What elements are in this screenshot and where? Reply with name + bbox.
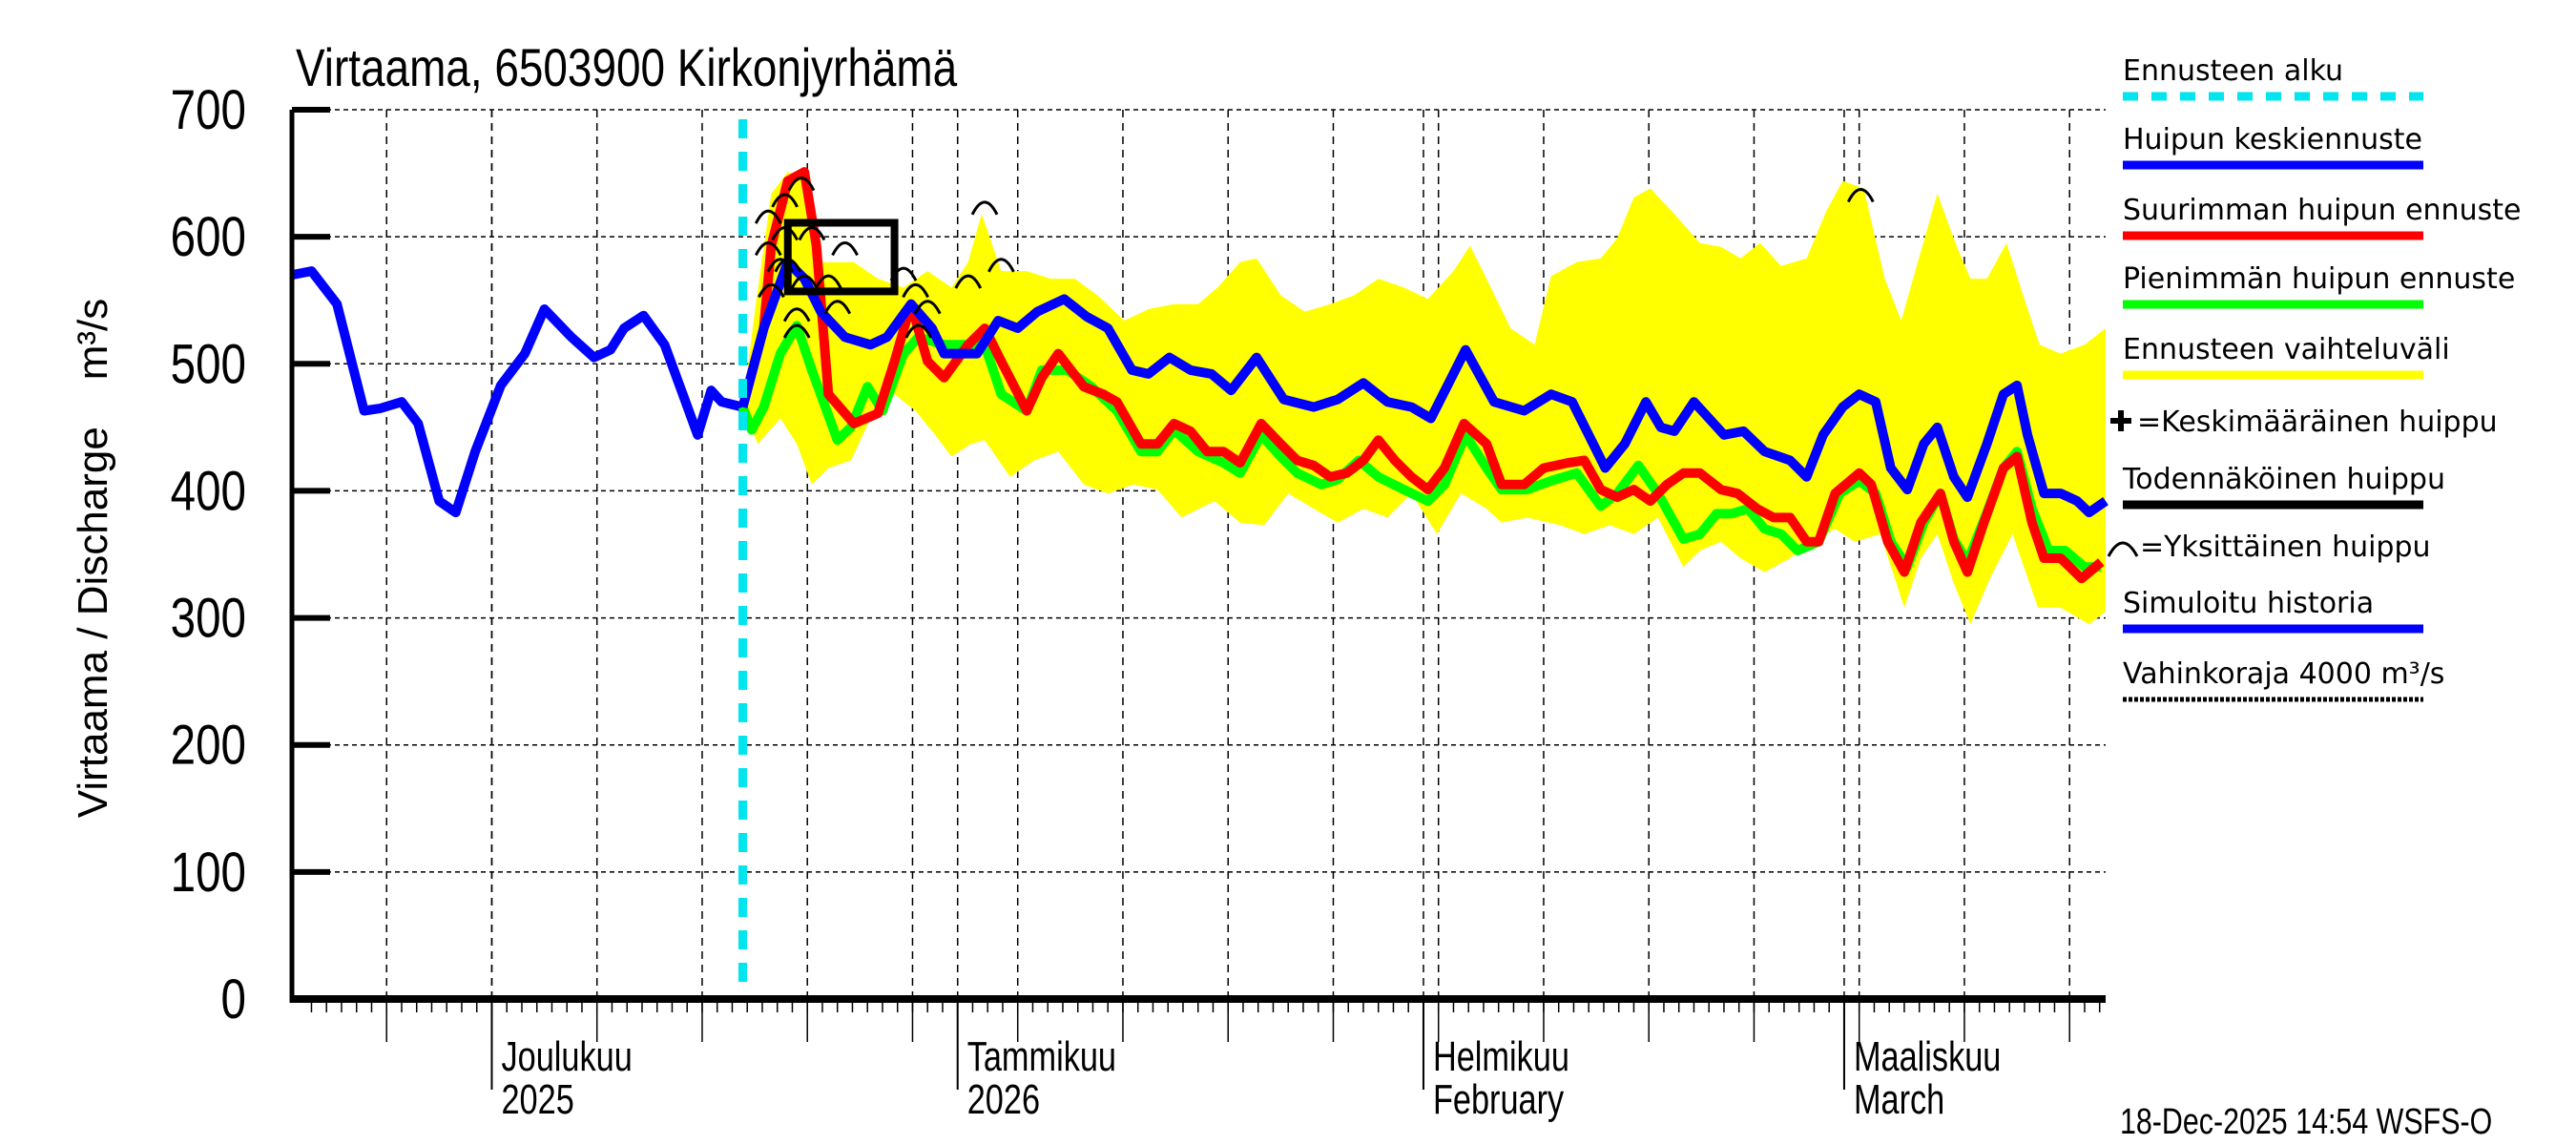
individual-peak-marker	[913, 300, 942, 315]
month-label-secondary: February	[1433, 1076, 1565, 1123]
individual-peak-marker	[1846, 188, 1875, 203]
month-label: Joulukuu	[501, 1033, 632, 1080]
arc-icon	[2107, 541, 2139, 557]
y-axis-label: Virtaama / Discharge m³/s	[70, 299, 116, 818]
legend-label: Huipun keskiennuste	[2123, 123, 2422, 156]
individual-peaks	[754, 177, 1875, 339]
y-tick-label: 200	[171, 715, 246, 777]
plus-icon	[2110, 410, 2131, 431]
individual-peak-marker	[904, 323, 933, 339]
individual-peak-marker	[754, 241, 782, 257]
gridlines	[292, 109, 2106, 999]
individual-peak-marker	[771, 226, 799, 241]
individual-peak-marker	[790, 274, 819, 289]
max-peak-forecast-line	[737, 167, 2105, 584]
individual-peak-marker	[787, 177, 816, 192]
individual-peak-marker	[766, 258, 795, 273]
y-tick-label: 700	[171, 80, 246, 142]
series-lines	[291, 119, 2109, 999]
individual-peak-marker	[758, 282, 785, 299]
legend-label: Suurimman huipun ennuste	[2123, 194, 2521, 227]
y-tick-label: 300	[171, 588, 246, 650]
mean-peak-forecast-line	[737, 257, 2109, 518]
probable-peak-box	[783, 219, 899, 296]
legend-label: Ennusteen vaihteluväli	[2123, 333, 2450, 366]
month-label-secondary: March	[1854, 1076, 1944, 1123]
month-label: Helmikuu	[1433, 1033, 1569, 1080]
individual-peak-marker	[782, 307, 811, 323]
individual-peak-marker	[798, 226, 826, 241]
y-tick-label: 400	[171, 461, 246, 523]
month-label-secondary: 2025	[501, 1076, 573, 1123]
individual-peak-marker	[831, 241, 859, 257]
y-tick-label: 100	[171, 842, 246, 904]
individual-peak-marker	[823, 300, 852, 315]
individual-peak-marker	[954, 274, 983, 289]
month-label: Maaliskuu	[1854, 1033, 2001, 1080]
individual-peak-marker	[902, 282, 929, 299]
y-tick-label: 500	[171, 334, 246, 396]
legend-label: =Keskimääräinen huippu	[2137, 406, 2498, 439]
month-label-secondary: 2026	[967, 1076, 1040, 1123]
individual-peak-marker	[754, 209, 782, 224]
individual-peak-marker	[774, 258, 802, 273]
timestamp: 18-Dec-2025 14:54 WSFS-O	[2120, 1102, 2492, 1142]
y-tick-label: 0	[221, 969, 246, 1031]
individual-peak-marker	[814, 274, 842, 289]
individual-peak-marker	[889, 266, 918, 281]
individual-peak-marker	[771, 193, 799, 208]
legend-label: Ennusteen alku	[2123, 54, 2343, 88]
month-label: Tammikuu	[967, 1033, 1116, 1080]
simulated-history-line	[291, 266, 744, 518]
legend-label: Vahinkoraja 4000 m³/s	[2123, 657, 2444, 691]
legend-label: =Yksittäinen huippu	[2140, 531, 2431, 564]
legend-label: Todennäköinen huippu	[2122, 463, 2445, 496]
individual-peak-marker	[782, 323, 811, 339]
legend: Ennusteen alku Huipun keskiennuste Suurimm…	[2107, 54, 2521, 702]
legend-label: Simuloitu historia	[2123, 587, 2374, 620]
individual-peak-marker	[987, 258, 1015, 273]
legend-label: Pienimmän huipun ennuste	[2123, 262, 2515, 296]
chart-title: Virtaama, 6503900 Kirkonjyrhämä	[296, 38, 958, 97]
individual-peak-marker	[970, 200, 999, 216]
y-tick-label: 600	[171, 207, 246, 269]
